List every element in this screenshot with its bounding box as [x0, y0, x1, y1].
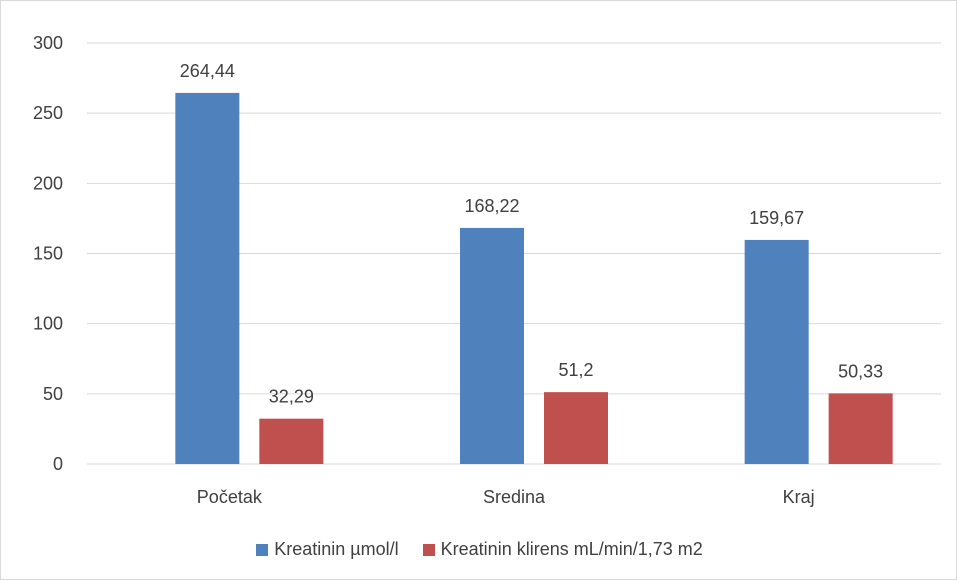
y-tick-label: 200	[33, 173, 63, 193]
bar-series-2-2	[828, 393, 893, 464]
bar-series-1-1	[460, 227, 524, 464]
legend-label-series-1: Kreatinin µmol/l	[274, 539, 399, 559]
y-tick-label: 150	[33, 244, 63, 264]
y-tick-label: 250	[33, 103, 63, 123]
data-label: 168,22	[464, 196, 519, 216]
legend-label-series-2: Kreatinin klirens mL/min/1,73 m2	[440, 539, 703, 559]
bar-series-1-0	[175, 92, 240, 465]
legend-swatch-series-1	[256, 543, 269, 556]
data-label: 51,2	[558, 360, 593, 380]
data-label: 159,67	[749, 208, 804, 228]
x-tick-label: Sredina	[483, 487, 546, 507]
y-tick-label: 300	[33, 33, 63, 53]
legend-item-series-2: Kreatinin klirens mL/min/1,73 m2	[422, 539, 703, 560]
data-label: 32,29	[269, 387, 314, 407]
x-tick-label: Kraj	[783, 487, 815, 507]
bar-series-2-1	[544, 392, 608, 464]
bar-series-2-0	[259, 418, 324, 464]
data-label: 50,33	[838, 361, 883, 381]
bar-series-1-2	[744, 239, 809, 464]
y-tick-label: 0	[53, 454, 63, 474]
data-label: 264,44	[180, 61, 235, 81]
legend-swatch-series-2	[422, 543, 435, 556]
legend-item-series-1: Kreatinin µmol/l	[256, 539, 399, 560]
y-tick-label: 100	[33, 314, 63, 334]
y-tick-label: 50	[43, 384, 63, 404]
legend: Kreatinin µmol/l Kreatinin klirens mL/mi…	[1, 539, 957, 560]
x-tick-label: Početak	[197, 487, 263, 507]
